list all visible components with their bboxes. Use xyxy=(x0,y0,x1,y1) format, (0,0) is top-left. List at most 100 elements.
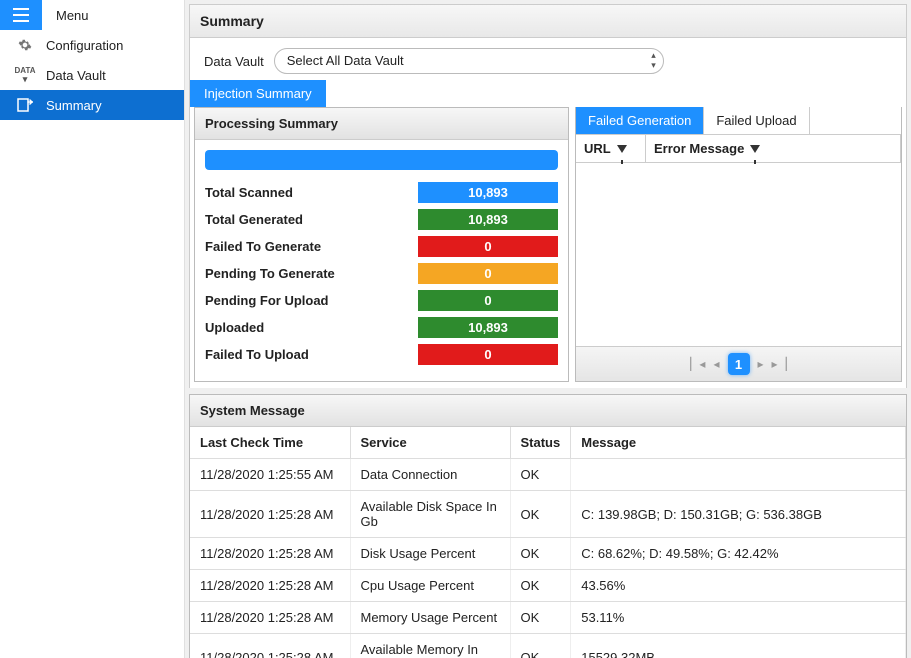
select-value: Select All Data Vault xyxy=(274,48,664,74)
table-row[interactable]: 11/28/2020 1:25:28 AMCpu Usage PercentOK… xyxy=(190,570,906,602)
stat-value: 0 xyxy=(418,290,558,311)
table-cell: Disk Usage Percent xyxy=(350,538,510,570)
sidebar-item-label: Data Vault xyxy=(46,68,106,83)
sidebar-item-label: Summary xyxy=(46,98,102,113)
pager-prev-icon[interactable]: ◂ xyxy=(713,357,719,371)
table-cell: OK xyxy=(510,459,571,491)
filter-icon[interactable] xyxy=(617,145,627,153)
table-cell: 53.11% xyxy=(571,602,906,634)
table-row[interactable]: 11/28/2020 1:25:28 AMAvailable Disk Spac… xyxy=(190,491,906,538)
filter-icon[interactable] xyxy=(750,145,760,153)
stat-label: Failed To Generate xyxy=(205,239,321,254)
tab-failed-generation[interactable]: Failed Generation xyxy=(576,107,704,134)
table-row[interactable]: 11/28/2020 1:25:55 AMData ConnectionOK xyxy=(190,459,906,491)
pager-first-icon[interactable]: ▏◂ xyxy=(690,357,705,371)
table-cell: OK xyxy=(510,491,571,538)
sidebar-item-configuration[interactable]: Configuration xyxy=(0,30,184,60)
pager: ▏◂ ◂ 1 ▸ ▸▕ xyxy=(576,346,901,381)
tab-injection-summary[interactable]: Injection Summary xyxy=(190,80,326,107)
table-cell: 11/28/2020 1:25:28 AM xyxy=(190,570,350,602)
table-col-header[interactable]: Status xyxy=(510,427,571,459)
sidebar-item-summary[interactable]: Summary xyxy=(0,90,184,120)
table-cell: Available Memory In Mb xyxy=(350,634,510,658)
pager-next-icon[interactable]: ▸ xyxy=(758,357,764,371)
hamburger-icon xyxy=(0,0,42,30)
table-row[interactable]: 11/28/2020 1:25:28 AMMemory Usage Percen… xyxy=(190,602,906,634)
table-cell: 11/28/2020 1:25:28 AM xyxy=(190,491,350,538)
col-error-message[interactable]: Error Message xyxy=(646,135,901,162)
stat-label: Uploaded xyxy=(205,320,264,335)
stat-label: Total Generated xyxy=(205,212,303,227)
table-cell: 15529.32MB xyxy=(571,634,906,658)
table-cell: Available Disk Space In Gb xyxy=(350,491,510,538)
table-cell: OK xyxy=(510,634,571,658)
sidebar-item-menu[interactable]: Menu xyxy=(0,0,184,30)
tab-failed-upload[interactable]: Failed Upload xyxy=(704,107,809,134)
filter-label: Data Vault xyxy=(204,54,264,69)
page-title: Summary xyxy=(189,4,907,38)
table-cell: 11/28/2020 1:25:55 AM xyxy=(190,459,350,491)
sidebar-item-label: Menu xyxy=(56,8,89,23)
table-col-header[interactable]: Service xyxy=(350,427,510,459)
table-cell: 43.56% xyxy=(571,570,906,602)
stat-label: Pending To Generate xyxy=(205,266,335,281)
failed-grid-header: URL Error Message xyxy=(576,134,901,163)
stat-row: Failed To Generate 0 xyxy=(205,236,558,257)
stat-row: Total Scanned 10,893 xyxy=(205,182,558,203)
main-area: Summary Data Vault Select All Data Vault… xyxy=(185,0,911,658)
table-cell: Memory Usage Percent xyxy=(350,602,510,634)
filter-row: Data Vault Select All Data Vault ▴▾ xyxy=(189,38,907,80)
table-col-header[interactable]: Last Check Time xyxy=(190,427,350,459)
system-table: Last Check TimeServiceStatusMessage 11/2… xyxy=(190,427,906,658)
stat-row: Uploaded10,893 xyxy=(205,317,558,338)
stat-value: 0 xyxy=(418,344,558,365)
table-cell: Cpu Usage Percent xyxy=(350,570,510,602)
processing-body: Total Scanned 10,893 Total Generated 10,893… xyxy=(195,140,568,381)
stat-row: Pending For Upload 0 xyxy=(205,290,558,311)
table-cell: OK xyxy=(510,538,571,570)
spinner-icon: ▴▾ xyxy=(651,50,656,70)
data-icon: DATA▾ xyxy=(10,67,40,83)
table-cell xyxy=(571,459,906,491)
table-cell: OK xyxy=(510,570,571,602)
gear-icon xyxy=(10,38,40,52)
system-message-title: System Message xyxy=(190,395,906,427)
pager-last-icon[interactable]: ▸▕ xyxy=(772,357,787,371)
sidebar-item-data-vault[interactable]: DATA▾ Data Vault xyxy=(0,60,184,90)
stat-row: Pending To Generate 0 xyxy=(205,263,558,284)
col-label: URL xyxy=(584,141,611,156)
table-cell: 11/28/2020 1:25:28 AM xyxy=(190,634,350,658)
failed-panel: Failed Generation Failed Upload URL Erro… xyxy=(575,107,902,382)
stat-value: 10,893 xyxy=(418,209,558,230)
table-cell: Data Connection xyxy=(350,459,510,491)
stat-label: Total Scanned xyxy=(205,185,293,200)
summary-icon xyxy=(10,98,40,112)
table-cell: C: 68.62%; D: 49.58%; G: 42.42% xyxy=(571,538,906,570)
col-url[interactable]: URL xyxy=(576,135,646,162)
stat-value: 0 xyxy=(418,263,558,284)
sidebar-item-label: Configuration xyxy=(46,38,123,53)
system-message-panel: System Message Last Check TimeServiceSta… xyxy=(189,394,907,658)
content-row: Processing Summary Total Scanned10,893To… xyxy=(189,107,907,388)
table-cell: C: 139.98GB; D: 150.31GB; G: 536.38GB xyxy=(571,491,906,538)
table-row[interactable]: 11/28/2020 1:25:28 AMAvailable Memory In… xyxy=(190,634,906,658)
table-cell: 11/28/2020 1:25:28 AM xyxy=(190,602,350,634)
stat-label: Pending For Upload xyxy=(205,293,329,308)
pager-current[interactable]: 1 xyxy=(728,353,750,375)
processing-summary-title: Processing Summary xyxy=(195,108,568,140)
stat-label: Failed To Upload xyxy=(205,347,309,362)
table-col-header[interactable]: Message xyxy=(571,427,906,459)
app-root: Menu Configuration DATA▾ Data Vault Summ… xyxy=(0,0,911,658)
main-tabs: Injection Summary xyxy=(189,80,907,107)
data-vault-select[interactable]: Select All Data Vault ▴▾ xyxy=(274,48,664,74)
failed-grid-body xyxy=(576,163,901,346)
stat-value: 0 xyxy=(418,236,558,257)
stat-value: 10,893 xyxy=(418,182,558,203)
progress-bar xyxy=(205,150,558,170)
table-cell: OK xyxy=(510,602,571,634)
sidebar: Menu Configuration DATA▾ Data Vault Summ… xyxy=(0,0,185,658)
stat-row: Total Generated 10,893 xyxy=(205,209,558,230)
col-label: Error Message xyxy=(654,141,744,156)
table-row[interactable]: 11/28/2020 1:25:28 AMDisk Usage PercentO… xyxy=(190,538,906,570)
processing-summary-panel: Processing Summary Total Scanned10,893To… xyxy=(194,107,569,382)
